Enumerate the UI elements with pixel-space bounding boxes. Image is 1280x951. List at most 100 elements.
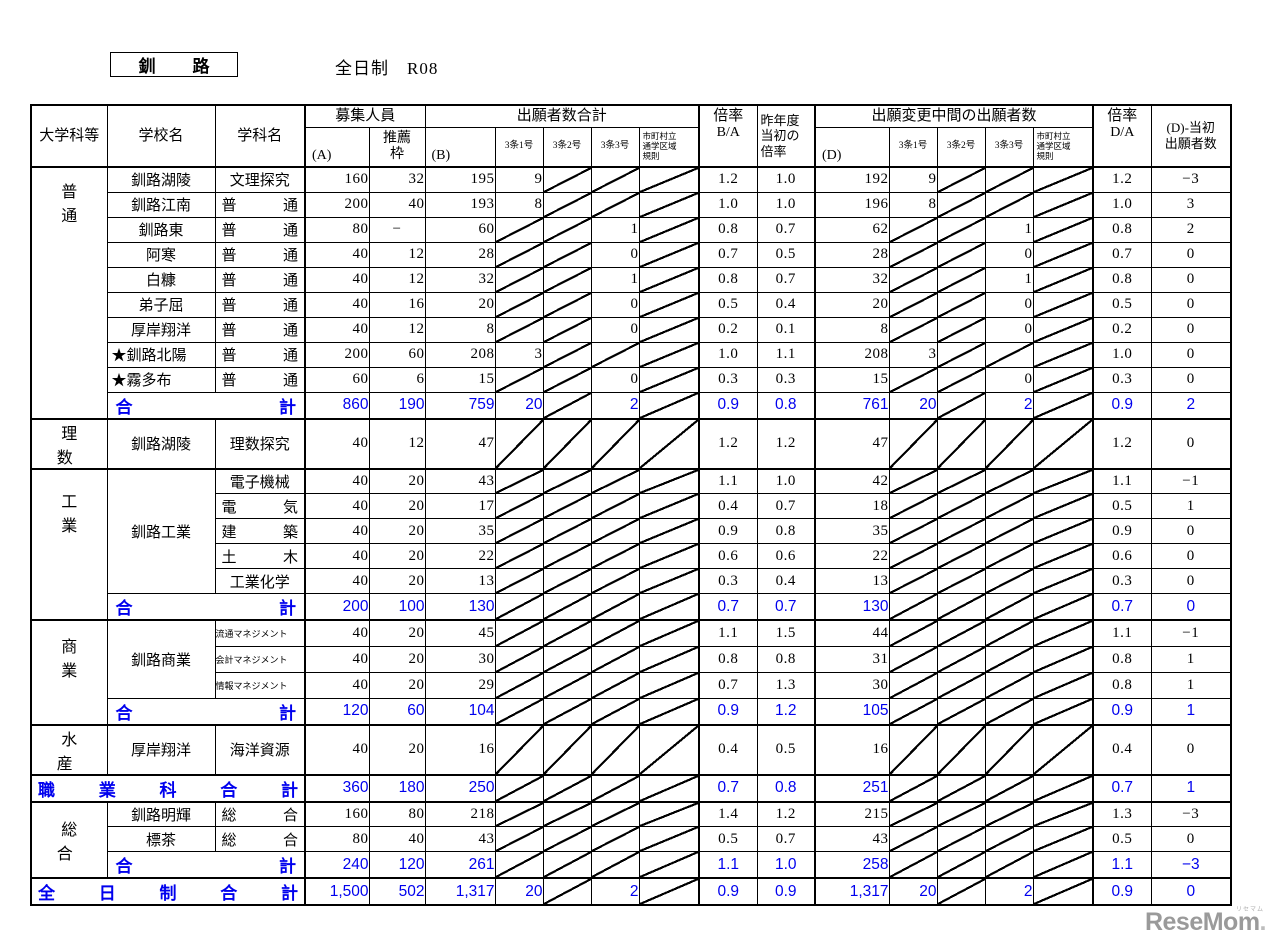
category-label-futsu: 普 通 [30,166,108,419]
quota-recommend: 12 [368,266,426,293]
quota-recommend: 40 [368,191,426,218]
art3-2-b [542,316,592,343]
municipal-d [1032,826,1094,852]
change-d: 31 [814,645,890,673]
dept-char-1: 普 [221,223,237,239]
applicants-b-label: (B) [431,148,451,163]
art3-2-b [542,467,592,494]
school-name: 釧路湖陵 [106,417,216,469]
ratio-ba: 0.8 [698,645,758,673]
ratio-ba: 0.7 [698,671,758,699]
prev-ratio: 0.8 [756,518,816,544]
quota-a: 40 [304,417,370,469]
art3-3-d [984,417,1034,469]
ratio-ba: 1.1 [698,467,758,494]
diff-value: 0 [1150,568,1232,594]
dept-name: 普通 [214,366,306,393]
art3-2-b [542,417,592,469]
art3-3-d [984,493,1034,519]
applicants-b: 193 [424,191,496,218]
municipal-b [638,241,700,268]
applicants-b-total: 759 [424,391,496,419]
municipal-d [1032,568,1094,594]
diff-value: −3 [1150,166,1232,193]
school-name: 釧路明輝 [106,800,216,827]
ratio-ba: 1.0 [698,341,758,368]
recommend-line2: 枠 [390,146,404,162]
table-row: 釧路東 普通 80 − 60 1 0.8 0.7 62 1 0.8 2 [31,216,1232,243]
art3-2-d [936,166,986,193]
applicants-b: 60 [424,216,496,243]
art3-3-b [590,671,640,699]
ratio-da: 1.2 [1092,417,1152,469]
municipal-d [1032,266,1094,293]
change-d: 42 [814,467,890,494]
art3-2-b [542,166,592,193]
change-d: 15 [814,366,890,393]
art3-1-d [888,366,938,393]
art3-3-b [590,166,640,193]
prev-ratio: 0.7 [756,493,816,519]
applicants-b: 195 [424,166,496,193]
table-row: 商 業 釧路商業 流通マネジメント 40 20 45 1.1 1.5 44 1.… [30,619,1232,725]
dept-name: 理数探究 [214,417,306,469]
municipal-d [1032,493,1094,519]
diff-value: 0 [1150,723,1232,775]
municipal-b [638,166,700,193]
municipal-d [1032,543,1094,569]
school-name-merged: 釧路工業 [106,467,216,594]
prev-ratio: 1.0 [756,191,816,218]
municipal-d [1032,316,1094,343]
art3-3-d: 1 [984,266,1034,293]
municipal-d-line1: 市町村立 [1036,131,1071,142]
art3-2-b [542,645,592,673]
diff-value: 3 [1150,191,1232,218]
quota-recommend: 20 [368,671,426,699]
art3-3-d [984,191,1034,218]
art3-2-d [936,671,986,699]
category-char-1: 商 [61,639,78,656]
dept-name: 流通マネジメント [214,619,306,647]
art3-1-d [888,800,938,827]
course-year-label: 全日制 R08 [335,59,439,78]
prev-ratio-total: 1.2 [756,697,816,725]
dept-name: 普通 [214,216,306,243]
dept-char-1: 普 [221,298,237,314]
municipal-d [1032,291,1094,318]
ratio-ba: 0.6 [698,543,758,569]
art3-1-b [494,417,544,469]
change-d: 30 [814,671,890,699]
table-row: 標茶 総合 80 40 43 0.5 0.7 43 0.5 0 [31,826,1232,852]
municipal-b-total [638,773,700,802]
change-d: 215 [814,800,890,827]
ratio-ba: 0.2 [698,316,758,343]
applicants-b: 218 [424,800,496,827]
applicants-b: 8 [424,316,496,343]
art3-3-b [590,417,640,469]
art3-1-b [494,241,544,268]
diff-value: 0 [1150,417,1232,469]
table-header-row-2: (A) 推薦 枠 (B) 3条1号 3条2号 3条3号 市町村立 通学区域 規則… [31,126,1231,168]
table-row: 総 合 釧路明輝 総合 160 80 218 1.4 1.2 215 1.3 −… [30,800,1232,879]
applicants-b: 17 [424,493,496,519]
art3-1-d-total [888,851,938,879]
prev-ratio: 1.3 [756,671,816,699]
school-name: 白糠 [106,266,216,293]
ratio-da: 0.8 [1092,216,1152,243]
section-total-row: 合計 240 120 261 1.1 1.0 258 1.1 −3 [31,851,1232,879]
dept-name: 普通 [214,316,306,343]
quota-a: 40 [304,316,370,343]
quota-recommend: 32 [368,166,426,193]
applicants-b: 32 [424,266,496,293]
municipal-d [1032,166,1094,193]
col-header-department: 学科名 [214,104,306,168]
total-label-right: 計 [279,703,296,723]
art3-2-d-grand [936,877,986,906]
art3-2-d [936,291,986,318]
art3-1-d [888,417,938,469]
art3-1-b [494,800,544,827]
dept-char-1: 総 [221,832,237,849]
prev-year-line1: 昨年度 [760,112,800,128]
art3-1-d [888,518,938,544]
quota-a: 40 [304,266,370,293]
